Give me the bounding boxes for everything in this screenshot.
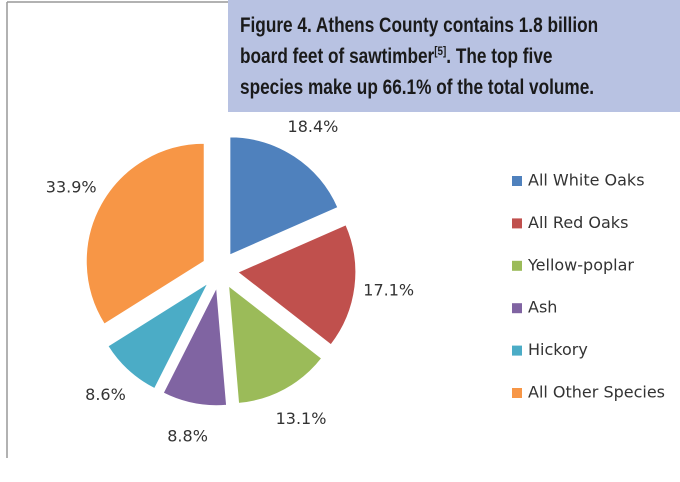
data-label: 13.1% — [276, 409, 327, 428]
title-line: board feet of sawtimber[5]. The top five — [240, 41, 666, 72]
pie-slice — [85, 142, 205, 325]
title-line: species make up 66.1% of the total volum… — [240, 76, 595, 99]
title-footnote: [5] — [434, 44, 447, 58]
chart-title: Figure 4. Athens County contains 1.8 bil… — [240, 10, 666, 103]
pie-slice — [162, 285, 228, 407]
legend-label: All Other Species — [528, 383, 665, 402]
legend-swatch — [512, 176, 522, 186]
legend-label: Hickory — [528, 340, 588, 359]
title-line: Figure 4. Athens County contains 1.8 bil… — [240, 14, 599, 37]
legend-swatch — [512, 388, 522, 398]
pie-slice — [236, 224, 357, 346]
title-box: Figure 4. Athens County contains 1.8 bil… — [228, 0, 680, 112]
legend-label: Yellow-poplar — [527, 255, 634, 274]
data-label: 8.6% — [85, 385, 126, 404]
data-label: 18.4% — [288, 117, 339, 136]
legend-swatch — [512, 345, 522, 356]
legend-label: Ash — [528, 298, 557, 317]
data-label: 17.1% — [363, 281, 414, 300]
title-part: board feet of sawtimber — [240, 45, 435, 68]
pie-slice — [227, 284, 323, 404]
legend-swatch — [512, 303, 522, 314]
data-label: 8.8% — [167, 426, 208, 445]
legend-swatch — [512, 218, 522, 229]
title-part: . The top five — [446, 45, 553, 68]
pie-slice — [229, 136, 339, 256]
pie-slice — [107, 281, 210, 390]
legend-label: All Red Oaks — [528, 213, 628, 232]
legend-label: All White Oaks — [528, 171, 645, 190]
legend-swatch — [512, 260, 522, 271]
data-label: 33.9% — [46, 177, 97, 196]
